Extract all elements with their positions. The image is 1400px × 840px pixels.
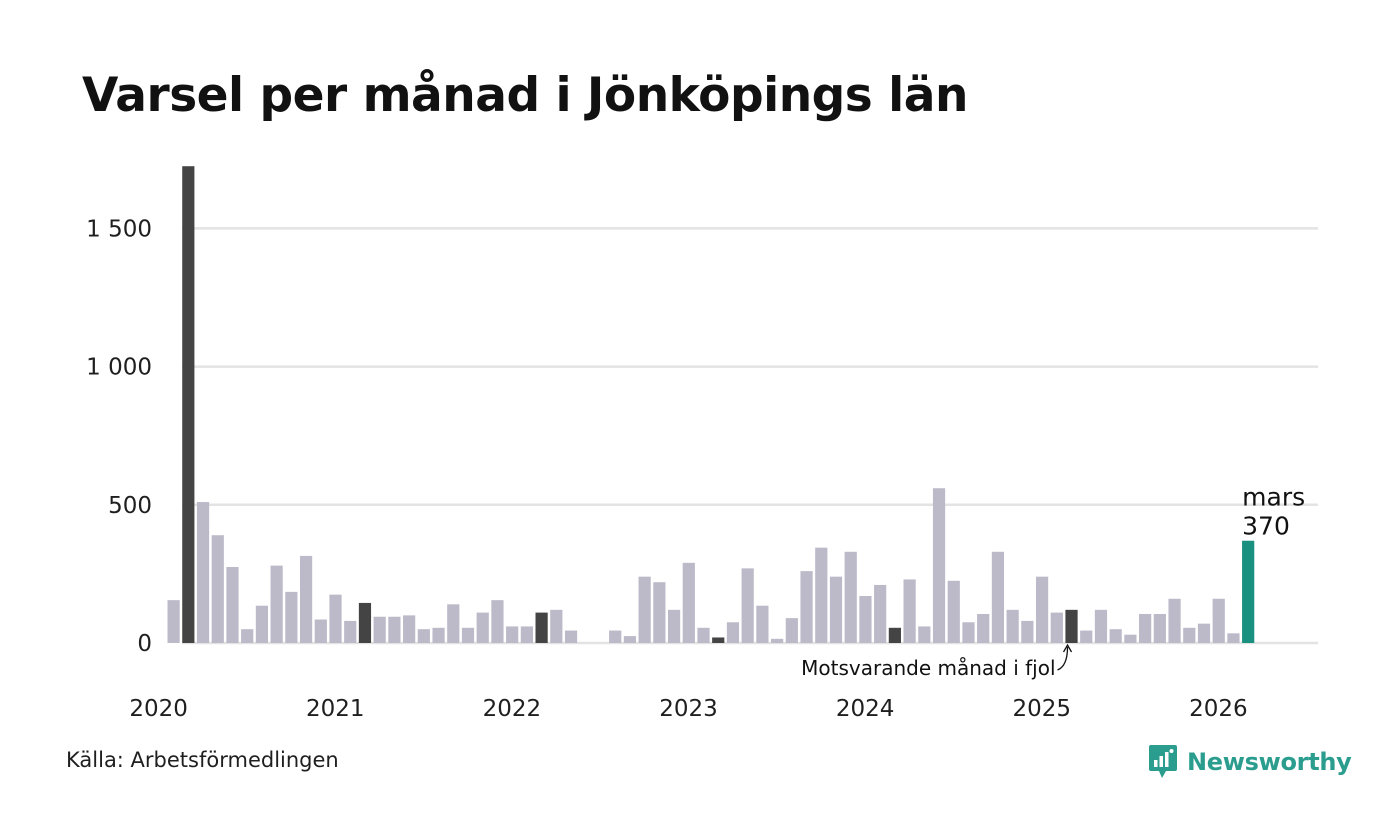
bar	[1212, 598, 1225, 643]
y-tick-label: 1 000	[86, 355, 152, 381]
bar	[638, 576, 651, 643]
bar	[829, 576, 843, 643]
bar	[977, 613, 990, 643]
bar	[1197, 623, 1211, 643]
bars	[167, 166, 1255, 643]
bar	[373, 616, 386, 643]
newsworthy-logo-icon	[1149, 745, 1177, 778]
bar	[1183, 627, 1196, 643]
bar	[1035, 576, 1049, 643]
bar-highlight	[358, 602, 372, 643]
x-tick-label: 2024	[836, 696, 895, 722]
bar	[697, 627, 710, 643]
bar	[653, 582, 666, 643]
bar	[461, 627, 475, 643]
bar	[1124, 634, 1137, 643]
bar	[564, 630, 578, 643]
bar	[447, 604, 460, 643]
bar	[741, 568, 754, 643]
bar	[844, 551, 857, 643]
annotation-text: Motsvarande månad i fjol	[801, 656, 1055, 680]
newsworthy-logo[interactable]: Newsworthy	[1148, 744, 1352, 780]
bar-highlight	[1065, 609, 1078, 643]
bar	[623, 636, 637, 643]
x-tick-label: 2023	[659, 696, 718, 722]
bar	[874, 584, 887, 643]
x-tick-label: 2020	[129, 696, 188, 722]
bar	[491, 600, 504, 643]
y-tick-label: 1 500	[86, 216, 152, 242]
bar	[241, 629, 254, 643]
bar	[932, 488, 946, 643]
bar	[1168, 598, 1181, 643]
bar-highlight	[535, 612, 548, 643]
bar	[947, 580, 960, 643]
bar	[903, 579, 916, 643]
bar	[211, 535, 224, 643]
bar	[726, 622, 740, 643]
bar	[226, 566, 239, 643]
bar	[682, 562, 695, 643]
bar-highlight	[888, 627, 901, 643]
bar	[299, 555, 313, 643]
bar	[771, 638, 784, 643]
bar	[756, 605, 769, 643]
source-note: Källa: Arbetsförmedlingen	[66, 748, 339, 772]
bar-highlight	[182, 166, 195, 643]
bar	[785, 618, 798, 643]
bar	[859, 596, 872, 643]
bar	[1109, 629, 1122, 643]
logo-text: Newsworthy	[1187, 748, 1352, 776]
bar	[550, 609, 563, 643]
bar-highlight	[712, 637, 725, 643]
chart-title: Varsel per månad i Jönköpings län	[82, 68, 968, 123]
labels: 0 500 1 000 1 500 2020 2021 2022 2023 2024 2025 20…	[86, 216, 1305, 722]
x-tick-label: 2022	[483, 696, 542, 722]
bar	[344, 620, 357, 643]
bar	[1153, 613, 1166, 643]
bar	[196, 502, 210, 643]
x-tick-label: 2021	[306, 696, 365, 722]
y-tick-label: 0	[137, 631, 152, 657]
bar	[167, 600, 180, 643]
bar	[1021, 620, 1034, 643]
bar	[476, 612, 489, 643]
bar	[1227, 633, 1240, 643]
bar	[1050, 612, 1063, 643]
bar	[329, 594, 342, 643]
bar	[1080, 630, 1093, 643]
bar	[432, 627, 445, 643]
current-value-label: 370	[1242, 512, 1290, 541]
annotation-arrowhead	[1062, 643, 1073, 653]
bar	[403, 615, 416, 643]
bar	[1006, 609, 1019, 643]
bar	[991, 551, 1005, 643]
bar	[1139, 613, 1152, 643]
x-tick-label: 2025	[1013, 696, 1072, 722]
bar	[255, 605, 269, 643]
bar	[314, 619, 327, 643]
bar	[918, 626, 931, 643]
x-tick-label: 2026	[1189, 696, 1248, 722]
bar	[1094, 609, 1108, 643]
bar	[520, 626, 533, 643]
bar-current	[1242, 540, 1255, 643]
bar	[667, 609, 681, 643]
bar	[506, 626, 519, 643]
y-tick-label: 500	[108, 493, 152, 519]
bar	[962, 622, 975, 643]
bar	[388, 616, 401, 643]
current-month-label: mars	[1242, 483, 1305, 512]
annotation-arrow	[1057, 646, 1069, 671]
bar	[609, 630, 622, 643]
bar	[800, 571, 813, 643]
bar	[417, 629, 430, 643]
bar	[270, 565, 283, 643]
bar	[285, 591, 298, 643]
bar	[815, 547, 828, 643]
